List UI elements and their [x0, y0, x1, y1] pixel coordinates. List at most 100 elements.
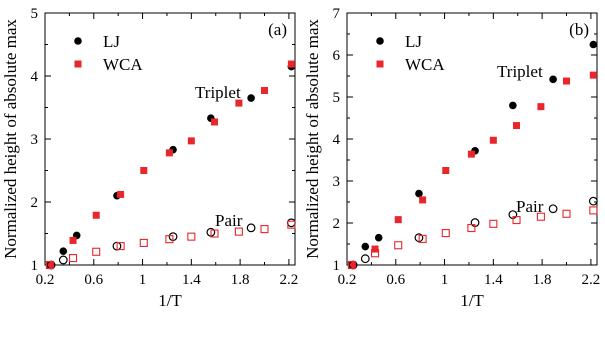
data-point-wca-pair — [589, 206, 598, 215]
data-point-wca-pair — [92, 247, 101, 256]
data-point-wca-pair — [467, 223, 476, 233]
data-point-wca-triplet — [489, 136, 497, 144]
data-point-lj-triplet — [374, 233, 383, 242]
data-point-lj-triplet — [509, 101, 517, 110]
annotation-triplet: Triplet — [195, 83, 241, 102]
y-tick-label: 7 — [333, 6, 341, 22]
data-point-wca-triplet — [261, 86, 269, 94]
data-point-wca-pair — [287, 220, 296, 229]
data-point-lj-pair — [360, 254, 370, 264]
y-tick-label: 3 — [31, 132, 39, 148]
x-tick-label: 1 — [441, 272, 449, 288]
x-tick-label: 1.8 — [533, 272, 552, 288]
y-tick-label: 1 — [333, 258, 341, 274]
y-tick-label: 2 — [333, 216, 341, 232]
data-point-lj-triplet — [549, 75, 557, 84]
data-point-wca-triplet — [467, 150, 475, 158]
panel-b-frame — [346, 12, 598, 266]
data-point-wca-triplet — [537, 103, 545, 111]
annotation-pair: Pair — [516, 197, 544, 216]
data-point-wca-pair — [512, 216, 521, 225]
panel-a-ticks — [44, 12, 295, 266]
data-point-wca-triplet — [394, 216, 402, 224]
panel-b-label: (b) — [569, 20, 589, 39]
panel-a-legend: LJ WCA — [74, 32, 143, 74]
x-tick-label: 0.2 — [36, 272, 55, 288]
data-point-lj-pair — [588, 196, 598, 206]
data-point-wca-pair — [394, 241, 403, 250]
data-point-lj-triplet — [415, 189, 423, 198]
y-tick-label: 1 — [31, 258, 39, 274]
legend-wca-marker — [376, 60, 384, 68]
x-tick-label: 2.2 — [280, 272, 299, 288]
data-point-wca-triplet — [46, 261, 54, 269]
legend-lj-marker — [74, 37, 82, 45]
data-point-lj-pair — [286, 218, 296, 228]
y-tick-label: 4 — [333, 132, 341, 148]
annotation-pair: Pair — [215, 211, 243, 230]
data-point-wca-triplet — [235, 99, 243, 107]
x-tick-label: 1.4 — [484, 272, 503, 288]
data-point-wca-triplet — [92, 211, 100, 219]
x-tick-label: 1 — [139, 272, 147, 288]
data-point-wca-triplet — [348, 261, 356, 269]
data-point-lj-triplet — [59, 247, 68, 255]
y-tick-label: 3 — [333, 174, 341, 190]
data-point-wca-triplet — [442, 167, 450, 174]
data-point-wca-pair — [347, 260, 356, 270]
data-point-wca-pair — [489, 219, 498, 228]
data-point-wca-triplet — [165, 149, 173, 157]
y-tick-label: 6 — [333, 48, 341, 64]
data-point-wca-triplet — [211, 118, 219, 126]
data-point-lj-triplet — [589, 40, 598, 49]
data-point-wca-pair — [260, 225, 269, 234]
data-point-wca-triplet — [287, 60, 295, 68]
data-point-wca-triplet — [513, 122, 521, 130]
legend-lj-label: LJ — [103, 32, 120, 51]
data-point-lj-triplet — [247, 94, 255, 102]
legend-lj-label: LJ — [405, 32, 422, 51]
data-point-lj-pair — [548, 204, 558, 214]
data-point-lj-pair — [58, 255, 68, 265]
y-tick-label: 5 — [31, 6, 39, 22]
data-point-wca-pair — [210, 229, 219, 238]
x-tick-label: 2.2 — [582, 272, 601, 288]
data-point-wca-triplet — [117, 190, 125, 198]
legend-wca-marker — [74, 60, 82, 68]
panel-b-tick-labels: 0.2 0.6 1 1.4 1.8 2.2 1 2 3 4 5 6 7 — [333, 6, 601, 288]
y-axis-title: Normalized height of absolute max — [1, 19, 20, 259]
x-tick-label: 0.6 — [84, 272, 103, 288]
y-tick-label: 5 — [333, 90, 341, 106]
panel-a-tick-labels: 0.2 0.6 1 1.4 1.8 2.2 1 2 3 4 5 — [31, 6, 299, 288]
y-tick-label: 2 — [31, 195, 39, 211]
x-tick-label: 1.8 — [231, 272, 250, 288]
data-point-wca-triplet — [563, 77, 571, 85]
data-point-wca-pair — [116, 242, 125, 251]
x-axis-title: 1/T — [158, 291, 182, 310]
legend-lj-marker — [376, 37, 384, 45]
y-axis-title: Normalized height of absolute max — [303, 19, 322, 259]
x-tick-label: 0.2 — [338, 272, 357, 288]
data-point-wca-pair — [139, 238, 148, 247]
x-tick-label: 0.6 — [386, 272, 405, 288]
data-point-wca-triplet — [69, 236, 77, 244]
data-point-lj-triplet — [361, 242, 370, 251]
panel-a-marks — [45, 60, 296, 270]
data-point-wca-triplet — [589, 71, 597, 79]
data-point-lj-pair — [246, 223, 256, 233]
data-point-wca-pair — [562, 209, 571, 218]
panel-a-label: (a) — [268, 20, 287, 39]
panel-b-legend: LJ WCA — [376, 32, 445, 74]
panel-b: 0.2 0.6 1 1.4 1.8 2.2 1 2 3 4 5 6 7 (b) LJ WCA Tripl… — [303, 6, 600, 310]
x-axis-title: 1/T — [460, 291, 484, 310]
panel-a-frame — [44, 12, 296, 266]
data-point-wca-triplet — [371, 245, 379, 253]
data-point-wca-pair — [165, 235, 174, 244]
x-tick-label: 1.4 — [182, 272, 201, 288]
data-point-wca-pair — [536, 212, 545, 221]
legend-wca-label: WCA — [103, 55, 143, 74]
data-point-wca-pair — [68, 254, 78, 263]
data-point-wca-pair — [234, 227, 243, 236]
panel-b-ticks — [346, 12, 597, 266]
